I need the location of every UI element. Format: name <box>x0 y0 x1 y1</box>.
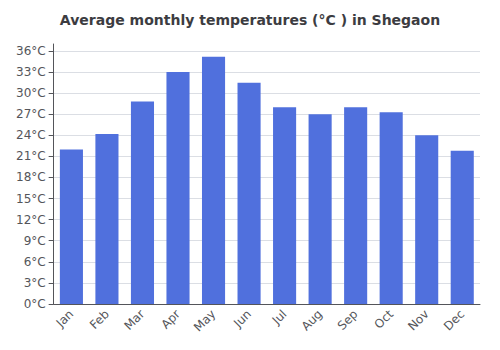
svg-text:Aug: Aug <box>299 307 325 333</box>
svg-text:30°C: 30°C <box>16 86 46 100</box>
svg-text:Dec: Dec <box>441 307 467 333</box>
svg-text:33°C: 33°C <box>16 65 46 79</box>
svg-text:Jun: Jun <box>230 307 254 331</box>
svg-text:12°C: 12°C <box>16 213 46 227</box>
svg-text:0°C: 0°C <box>24 297 46 311</box>
svg-text:Apr: Apr <box>158 307 183 332</box>
svg-text:15°C: 15°C <box>16 192 46 206</box>
svg-text:9°C: 9°C <box>24 234 46 248</box>
svg-text:27°C: 27°C <box>16 107 46 121</box>
svg-text:Jul: Jul <box>269 307 290 328</box>
svg-text:May: May <box>191 307 218 334</box>
svg-text:Nov: Nov <box>405 307 431 333</box>
svg-text:Mar: Mar <box>122 307 148 333</box>
svg-text:36°C: 36°C <box>16 44 46 58</box>
svg-text:Average monthly temperatures (: Average monthly temperatures (°C ) in Sh… <box>60 12 440 28</box>
svg-text:Feb: Feb <box>87 307 112 332</box>
svg-text:21°C: 21°C <box>16 149 46 163</box>
svg-text:18°C: 18°C <box>16 170 46 184</box>
svg-text:Jan: Jan <box>53 307 77 331</box>
svg-text:6°C: 6°C <box>24 255 46 269</box>
svg-text:Oct: Oct <box>372 307 397 332</box>
svg-text:3°C: 3°C <box>24 276 46 290</box>
svg-text:24°C: 24°C <box>16 128 46 142</box>
svg-text:Sep: Sep <box>335 307 361 333</box>
